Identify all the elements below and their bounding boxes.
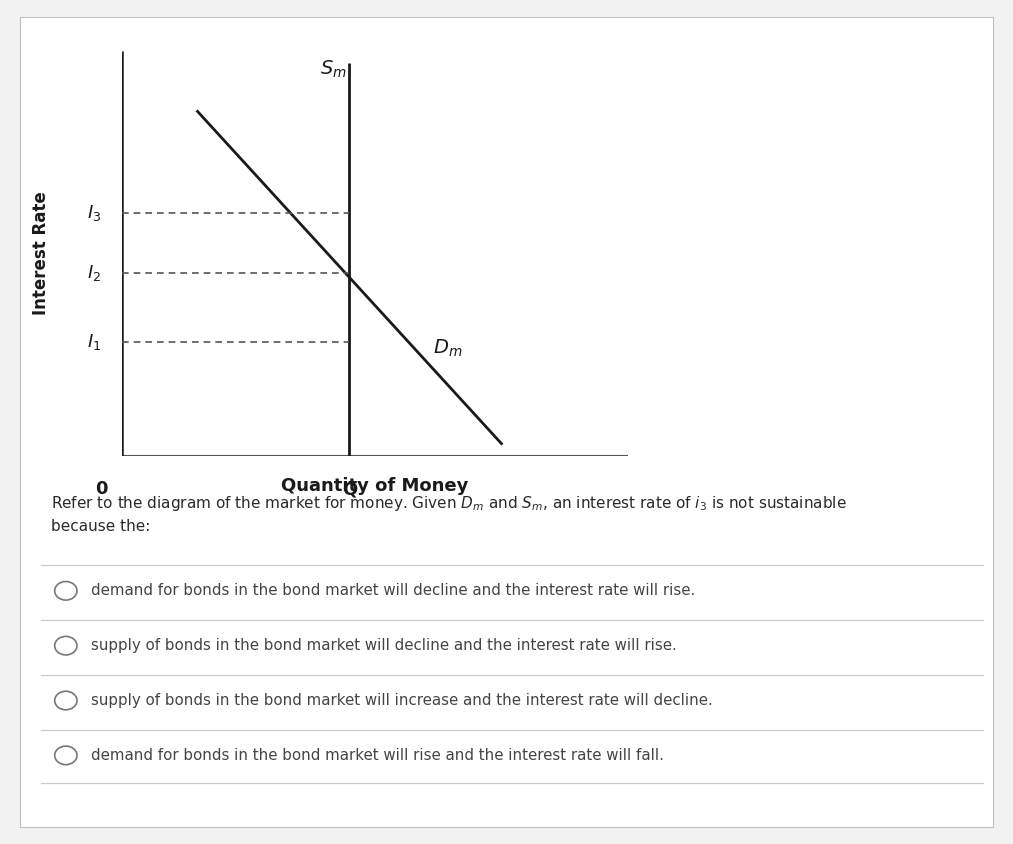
Text: Interest Rate: Interest Rate <box>31 192 50 315</box>
Text: demand for bonds in the bond market will rise and the interest rate will fall.: demand for bonds in the bond market will… <box>91 748 665 763</box>
Text: $\it{I}_3$: $\it{I}_3$ <box>87 203 101 223</box>
Text: because the:: because the: <box>51 519 150 534</box>
Text: demand for bonds in the bond market will decline and the interest rate will rise: demand for bonds in the bond market will… <box>91 583 695 598</box>
Text: Refer to the diagram of the market for money. Given $D_m$ and $S_m$, an interest: Refer to the diagram of the market for m… <box>51 494 847 513</box>
Text: supply of bonds in the bond market will decline and the interest rate will rise.: supply of bonds in the bond market will … <box>91 638 677 653</box>
Text: supply of bonds in the bond market will increase and the interest rate will decl: supply of bonds in the bond market will … <box>91 693 713 708</box>
Text: $\it{I}_2$: $\it{I}_2$ <box>87 263 101 284</box>
Text: $S_m$: $S_m$ <box>320 59 346 80</box>
Text: Quantity of Money: Quantity of Money <box>282 477 468 495</box>
Text: Q: Q <box>341 480 358 498</box>
Text: $\it{I}_1$: $\it{I}_1$ <box>87 333 101 352</box>
Text: $D_m$: $D_m$ <box>434 338 462 359</box>
Text: 0: 0 <box>95 480 107 498</box>
